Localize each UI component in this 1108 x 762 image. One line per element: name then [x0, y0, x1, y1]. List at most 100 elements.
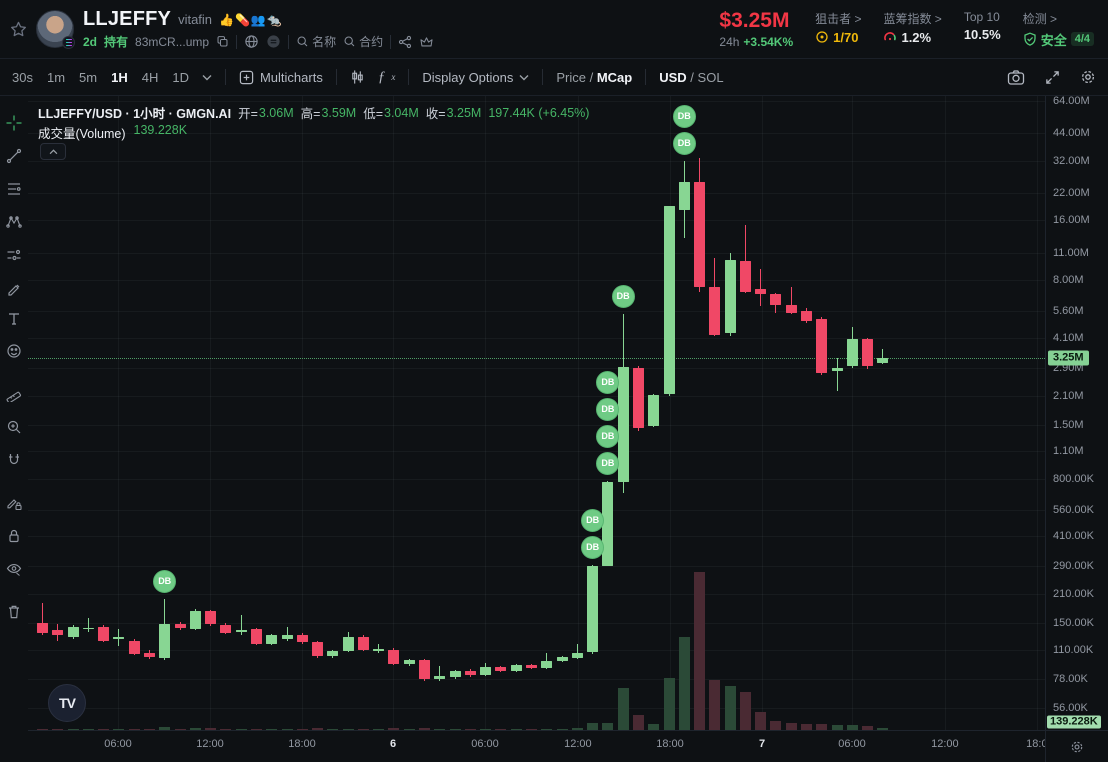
candle-style-button[interactable] [350, 69, 365, 85]
price-axis[interactable]: 64.00M 44.00M 32.00M 22.00M 16.00M 11.00M 8.00… [1045, 96, 1108, 730]
gridline-horizontal [28, 367, 1045, 369]
contract-address[interactable]: 83mCR...ump [135, 34, 210, 49]
gridline-horizontal [28, 451, 1045, 453]
chart-canvas[interactable]: LLJEFFY/USD · 1小时 · GMGN.AI 开= 3.06M 高= 3.… [28, 96, 1045, 730]
candle-body [480, 667, 492, 676]
website-globe-icon[interactable] [244, 34, 259, 49]
emoji-icon[interactable] [6, 343, 22, 359]
xabcd-pattern-icon[interactable] [6, 214, 22, 230]
volume-bar [159, 727, 171, 730]
candle-body [434, 676, 446, 679]
bluechip-value: 1.2% [901, 29, 932, 45]
sol-option[interactable]: SOL [697, 69, 724, 85]
gridline-vertical [485, 96, 486, 730]
crosshair-icon[interactable] [6, 115, 22, 131]
timeframe-tab-1H[interactable]: 1H [111, 69, 128, 85]
timeframe-tab-1m[interactable]: 1m [46, 69, 66, 85]
timeframe-dropdown-chevron-icon[interactable] [202, 74, 212, 81]
token-avatar[interactable] [36, 10, 75, 49]
crown-icon[interactable] [419, 35, 434, 49]
volume-bar [205, 728, 217, 730]
dev-buy-badge[interactable]: DB [153, 569, 177, 593]
dev-buy-badge[interactable]: DB [596, 451, 620, 475]
volume-bar [602, 722, 614, 730]
dev-buy-badge[interactable]: DB [581, 508, 605, 532]
candle-body [266, 635, 278, 644]
mcap-option[interactable]: MCap [596, 69, 633, 85]
trendline-icon[interactable] [6, 148, 22, 164]
zoom-in-icon[interactable] [6, 419, 22, 435]
favorite-star-icon[interactable] [10, 21, 27, 38]
axis-settings-corner[interactable] [1045, 730, 1108, 762]
search-by-contract-button[interactable]: 合约 [343, 33, 383, 50]
timeframe-tab-4H[interactable]: 4H [141, 69, 159, 85]
sniper-value: 1/70 [833, 29, 859, 45]
tradingview-logo[interactable]: TV [48, 684, 86, 722]
stat-audit[interactable]: 检测 > 安全 4/4 [1023, 10, 1094, 49]
magnet-icon[interactable] [6, 452, 22, 468]
price-axis-tick: 110.00K [1053, 643, 1094, 656]
gridline-horizontal [28, 133, 1045, 135]
dev-buy-badge[interactable]: DB [672, 131, 696, 155]
hide-drawings-icon[interactable] [6, 561, 22, 577]
ruler-icon[interactable] [6, 386, 22, 402]
display-options-button[interactable]: Display Options [422, 70, 529, 85]
timeframe-tab-30s[interactable]: 30s [12, 69, 33, 85]
volume-bar [816, 724, 828, 730]
dev-buy-badge[interactable]: DB [596, 397, 620, 421]
candle-body [495, 667, 507, 671]
dev-buy-badge[interactable]: DB [581, 535, 605, 559]
dev-buy-badge[interactable]: DB [611, 284, 635, 308]
candle-body [357, 636, 369, 650]
timeframe-tab-1D[interactable]: 1D [172, 69, 189, 85]
token-name: LLJEFFY [83, 8, 172, 30]
dev-buy-badge[interactable]: DB [596, 424, 620, 448]
search-by-name-button[interactable]: 名称 [296, 33, 336, 50]
price-axis-tick: 1.10M [1053, 445, 1084, 458]
price-mcap-toggle[interactable]: Price / MCap [556, 69, 633, 85]
lock-icon[interactable] [6, 528, 22, 544]
stat-sniper[interactable]: 狙击者 > 1/70 [815, 10, 861, 45]
long-position-icon[interactable] [6, 247, 22, 263]
copy-icon[interactable] [216, 35, 229, 48]
volume-bar [846, 725, 858, 730]
draw-lock-icon[interactable] [6, 495, 22, 511]
fullscreen-expand-icon[interactable] [1045, 70, 1060, 85]
usd-option[interactable]: USD [659, 69, 687, 85]
dev-buy-badge[interactable]: DB [596, 370, 620, 394]
holding-label: 持有 [104, 35, 129, 49]
multicharts-button[interactable]: Multicharts [239, 70, 323, 85]
chart-settings-gear-icon[interactable] [1080, 69, 1096, 85]
volume-bar [510, 729, 522, 730]
legend-collapse-button[interactable] [40, 143, 66, 160]
gridline-vertical [577, 96, 579, 730]
candle-body [205, 611, 217, 625]
time-axis[interactable]: 06:00 12:00 18:00 6 06:00 12:00 18:00 7 06:00 12:… [28, 730, 1045, 762]
timeframe-tab-5m[interactable]: 5m [79, 69, 98, 85]
gridline-horizontal [28, 100, 1045, 102]
dev-buy-badge[interactable]: DB [672, 104, 696, 128]
volume-bar [648, 724, 660, 730]
share-icon[interactable] [398, 35, 412, 49]
gridline-vertical [670, 96, 671, 730]
social-platform-icon[interactable] [266, 34, 281, 49]
candle-body [388, 649, 400, 665]
stat-bluechip[interactable]: 蓝筹指数 > 1.2% [883, 10, 941, 45]
fib-retracement-icon[interactable] [6, 181, 22, 197]
stat-top10[interactable]: Top 10 10.5% [964, 10, 1001, 42]
price-option[interactable]: Price [556, 69, 586, 85]
volume-bar [52, 728, 64, 730]
screenshot-camera-icon[interactable] [1007, 69, 1025, 86]
gauge-icon [884, 32, 897, 41]
remove-drawings-icon[interactable] [6, 604, 22, 620]
text-icon[interactable] [6, 311, 22, 327]
volume-bar [801, 724, 812, 730]
usd-sol-toggle[interactable]: USD / SOL [659, 69, 724, 85]
candle-body [250, 629, 262, 644]
candle-wick [42, 602, 43, 635]
brush-icon[interactable] [6, 280, 22, 296]
candle-body [449, 671, 461, 678]
